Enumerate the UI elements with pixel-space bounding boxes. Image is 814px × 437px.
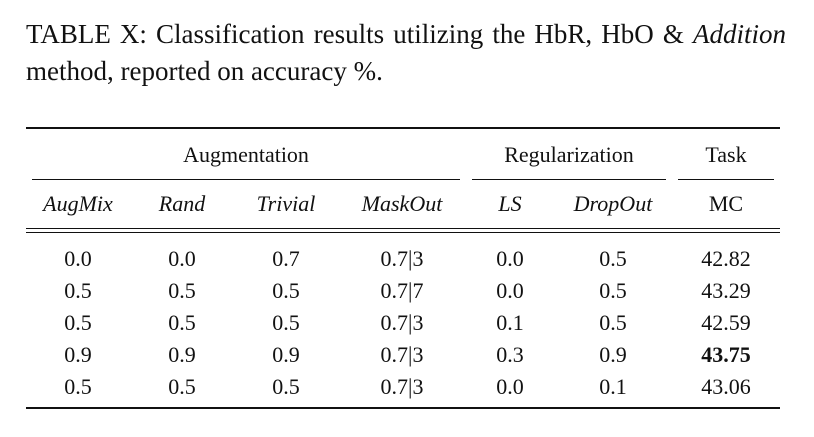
bottom-rule (26, 407, 780, 410)
table-cell-mc: 43.06 (701, 374, 751, 399)
table-caption: TABLE X: Classification results utilizin… (26, 16, 786, 90)
table-cell: 0.5 (599, 246, 627, 271)
table-row-best: 0.9 0.9 0.9 0.7|3 0.3 0.9 43.75 (26, 339, 780, 371)
best-result-cell: 43.75 (701, 342, 751, 367)
table-cell-mc: 42.59 (701, 310, 751, 335)
caption-suffix: method, reported on accuracy %. (26, 56, 383, 86)
augmentation-underline (26, 179, 466, 180)
table-row: 0.5 0.5 0.5 0.7|7 0.0 0.5 43.29 (26, 275, 780, 307)
column-header-dropout: DropOut (573, 191, 653, 216)
table-cell: 0.3 (496, 342, 524, 367)
table-cell: 0.1 (496, 310, 524, 335)
table-cell: 0.5 (272, 310, 300, 335)
table-row: 0.0 0.0 0.7 0.7|3 0.0 0.5 42.82 (26, 233, 780, 275)
table-cell: 0.1 (599, 374, 627, 399)
table-cell: 0.5 (272, 278, 300, 303)
group-header-augmentation: Augmentation (183, 142, 309, 167)
table-cell: 0.5 (168, 374, 196, 399)
table-cell: 0.7|7 (380, 278, 424, 303)
table-cell: 0.9 (599, 342, 627, 367)
column-header-trivial: Trivial (256, 191, 316, 216)
table-cell: 0.5 (64, 278, 92, 303)
caption-method-name: Addition (693, 19, 786, 49)
table-cell: 0.9 (272, 342, 300, 367)
group-underline-row (26, 179, 780, 180)
header-double-rule (26, 228, 780, 233)
table-cell: 0.0 (64, 246, 92, 271)
column-header-row: AugMix Rand Trivial MaskOut LS DropOut M… (26, 180, 780, 228)
group-header-regularization: Regularization (504, 142, 634, 167)
task-underline (672, 179, 780, 180)
caption-prefix: TABLE X: Classification results utilizin… (26, 19, 684, 49)
table-cell: 0.0 (168, 246, 196, 271)
column-header-augmix: AugMix (43, 191, 113, 216)
table-cell: 0.7|3 (380, 374, 424, 399)
table-row: 0.5 0.5 0.5 0.7|3 0.0 0.1 43.06 (26, 371, 780, 408)
table-cell: 0.5 (599, 278, 627, 303)
results-table: Augmentation Regularization Task AugMix … (26, 127, 780, 410)
table-cell: 0.7|3 (380, 246, 424, 271)
table-row: 0.5 0.5 0.5 0.7|3 0.1 0.5 42.59 (26, 307, 780, 339)
column-header-maskout: MaskOut (361, 191, 443, 216)
table-cell: 0.7|3 (380, 310, 424, 335)
table-cell: 0.9 (168, 342, 196, 367)
table-cell: 0.7|3 (380, 342, 424, 367)
column-header-ls: LS (498, 191, 522, 216)
table-cell: 0.5 (64, 310, 92, 335)
table-cell: 0.9 (64, 342, 92, 367)
table-cell: 0.5 (168, 310, 196, 335)
results-table-wrapper: Augmentation Regularization Task AugMix … (26, 127, 780, 410)
table-cell: 0.5 (272, 374, 300, 399)
group-header-row: Augmentation Regularization Task (26, 129, 780, 179)
group-header-task: Task (705, 142, 747, 167)
table-cell: 0.5 (599, 310, 627, 335)
table-cell: 0.0 (496, 374, 524, 399)
table-cell-mc: 42.82 (701, 246, 751, 271)
table-cell: 0.5 (168, 278, 196, 303)
table-cell: 0.7 (272, 246, 300, 271)
table-cell: 0.0 (496, 246, 524, 271)
column-header-rand: Rand (158, 191, 206, 216)
regularization-underline (466, 179, 672, 180)
table-cell: 0.5 (64, 374, 92, 399)
table-cell: 0.0 (496, 278, 524, 303)
table-cell-mc: 43.29 (701, 278, 751, 303)
column-header-mc: MC (708, 191, 744, 216)
